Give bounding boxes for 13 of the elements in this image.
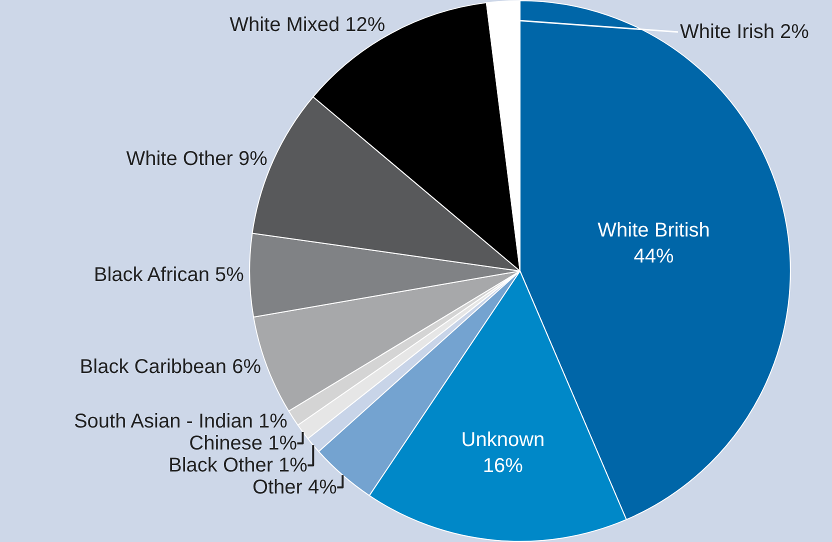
slice-label: White Other 9% [126, 148, 268, 170]
slice-label: Unknown [461, 429, 545, 452]
data-label: 44% [634, 246, 674, 268]
slice-label: Black Other 1% [168, 454, 308, 476]
data-label: 16% [482, 455, 524, 478]
slice-label: Black African 5% [94, 264, 244, 286]
slice-label: Black Caribbean 6% [80, 356, 262, 378]
slice-label: White British [598, 220, 710, 242]
slice-label: Chinese 1% [189, 432, 298, 454]
slice-label: Other 4% [252, 476, 338, 498]
slice-label: South Asian - Indian 1% [74, 410, 288, 432]
slice-label: White Irish 2% [680, 21, 810, 43]
slice-label: White Mixed 12% [230, 14, 386, 36]
